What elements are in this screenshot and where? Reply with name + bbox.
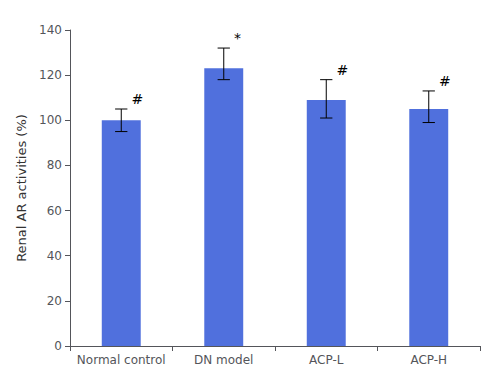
svg-text:120: 120 [39,68,62,82]
svg-text:#: # [336,62,348,78]
svg-text:#: # [439,73,451,89]
svg-text:40: 40 [47,249,62,263]
svg-text:Normal control: Normal control [77,353,166,367]
svg-text:0: 0 [54,339,62,353]
svg-text:20: 20 [47,294,62,308]
svg-text:*: * [234,30,241,46]
svg-text:140: 140 [39,23,62,37]
svg-text:#: # [131,91,143,107]
svg-text:ACP-L: ACP-L [309,353,344,367]
svg-text:DN model: DN model [194,353,253,367]
svg-text:60: 60 [47,204,62,218]
svg-text:100: 100 [39,113,62,127]
svg-text:Renal AR activities (%): Renal AR activities (%) [14,114,29,262]
svg-text:80: 80 [47,158,62,172]
svg-text:ACP-H: ACP-H [410,353,447,367]
